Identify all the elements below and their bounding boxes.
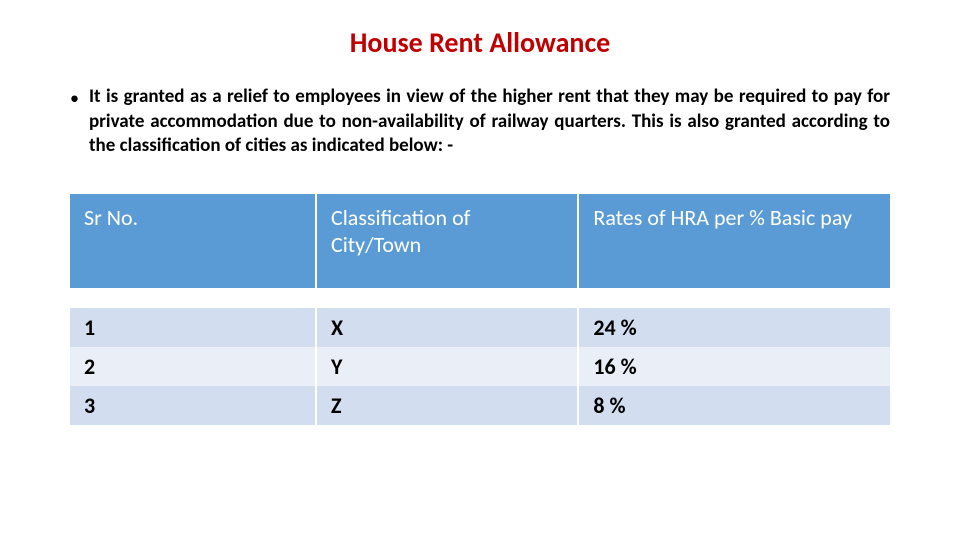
table-spacer-row	[70, 288, 890, 308]
cell-rate: 16 %	[578, 347, 890, 386]
hra-table: Sr No. Classification of City/Town Rates…	[70, 194, 890, 425]
cell-classification: Y	[316, 347, 578, 386]
table-row: 3 Z 8 %	[70, 386, 890, 425]
cell-rate: 24 %	[578, 308, 890, 347]
table-row: 1 X 24 %	[70, 308, 890, 347]
table-header-srno: Sr No.	[70, 194, 316, 288]
cell-classification: X	[316, 308, 578, 347]
slide-title: House Rent Allowance	[60, 25, 900, 60]
cell-rate: 8 %	[578, 386, 890, 425]
hra-table-container: Sr No. Classification of City/Town Rates…	[60, 194, 900, 425]
table-header-rates: Rates of HRA per % Basic pay	[578, 194, 890, 288]
cell-srno: 1	[70, 308, 316, 347]
slide-container: House Rent Allowance • It is granted as …	[0, 0, 960, 540]
bullet-marker: •	[70, 85, 79, 159]
cell-srno: 2	[70, 347, 316, 386]
cell-srno: 3	[70, 386, 316, 425]
cell-classification: Z	[316, 386, 578, 425]
table-header-classification: Classification of City/Town	[316, 194, 578, 288]
table-row: 2 Y 16 %	[70, 347, 890, 386]
table-header-row: Sr No. Classification of City/Town Rates…	[70, 194, 890, 288]
bullet-text: It is granted as a relief to employees i…	[89, 85, 890, 159]
bullet-block: • It is granted as a relief to employees…	[60, 85, 900, 159]
